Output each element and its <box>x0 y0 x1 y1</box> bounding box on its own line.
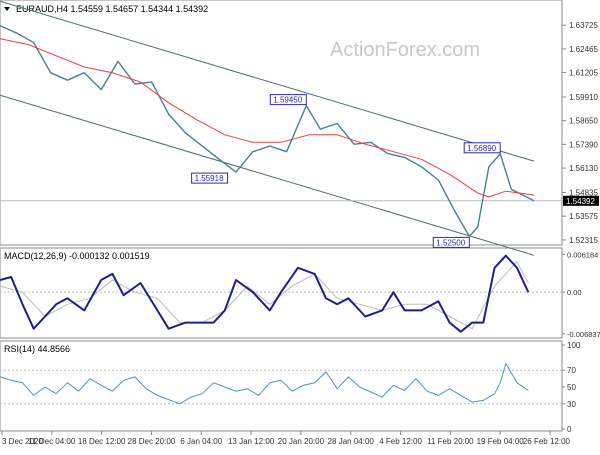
rsi-panel-frame <box>0 340 563 432</box>
price-y-tick-label: 1.63725 <box>569 21 598 30</box>
rsi-y-tick-label: 100 <box>567 341 581 350</box>
rsi-series <box>0 363 529 405</box>
macd-series <box>0 254 530 333</box>
x-tick-label: 19 Feb 04:00 <box>477 437 525 446</box>
price-y-tick-label: 1.54835 <box>569 188 598 197</box>
price-layer: 1.63725 1.62465 1.61205 1.59910 1.58650 1.573… <box>0 0 599 256</box>
price-y-tick-label: 1.56130 <box>569 164 598 173</box>
price-panel-frame <box>0 0 563 246</box>
rsi-title: RSI(14) 44.8566 <box>4 344 70 354</box>
macd-signal-series <box>0 261 529 330</box>
x-tick-label: 3 Dec 2020 <box>2 437 43 446</box>
x-tick-label: 13 Jan 12:00 <box>228 437 275 446</box>
channel-upper-line <box>0 0 535 162</box>
rsi-y-tick-label: 0 <box>567 425 572 434</box>
x-tick-label: 18 Dec 12:00 <box>78 437 126 446</box>
price-y-tick-label: 1.58650 <box>569 117 598 126</box>
price-chart-title: EURAUD,H4 1.54559 1.54657 1.54344 1.5439… <box>16 4 208 14</box>
price-annotation-label: 1.59450 <box>273 96 302 105</box>
macd-panel-frame <box>0 247 563 339</box>
price-y-tick-label: 1.59910 <box>569 93 598 102</box>
price-y-tick-label: 1.62465 <box>569 45 598 54</box>
channel-lower-line <box>0 94 535 256</box>
x-tick-label: 28 Jan 04:00 <box>328 437 375 446</box>
x-tick-label: 11 Dec 04:00 <box>28 437 76 446</box>
dropdown-triangle-icon[interactable] <box>4 7 10 11</box>
macd-y-tick-label: 0.006184 <box>567 251 598 260</box>
rsi-y-tick-label: 50 <box>567 383 576 392</box>
watermark: ActionForex.com <box>330 39 480 61</box>
rsi-layer: 100 70 50 30 0 <box>0 341 581 434</box>
x-tick-label: 20 Jan 20:00 <box>278 437 325 446</box>
price-annotation-label: 1.52500 <box>436 238 465 247</box>
x-tick-label: 28 Dec 20:00 <box>128 437 176 446</box>
price-y-tick-label: 1.57390 <box>569 140 598 149</box>
macd-y-tick-label: -0.006837 <box>567 330 600 339</box>
price-annotation-box <box>191 172 229 184</box>
moving-average-series <box>0 38 534 198</box>
price-annotation-label: 1.56890 <box>467 144 496 153</box>
current-price-box <box>563 195 599 206</box>
price-y-tick-label: 1.52315 <box>569 236 598 245</box>
rsi-y-tick-label: 70 <box>567 366 576 375</box>
price-annotation-box <box>432 236 470 248</box>
price-annotation-box <box>463 142 501 154</box>
macd-layer: 0.006184 0.00 -0.006837 <box>0 251 600 339</box>
price-annotation-box <box>269 94 307 106</box>
macd-title: MACD(12,26,9) -0.000132 0.001519 <box>4 251 150 261</box>
price-y-tick-label: 1.53575 <box>569 212 598 221</box>
x-tick-label: 11 Feb 20:00 <box>427 437 474 446</box>
price-annotation-label: 1.55918 <box>195 174 224 183</box>
x-tick-label: 26 Feb 12:00 <box>523 437 571 446</box>
rsi-y-tick-label: 30 <box>567 400 576 409</box>
macd-y-tick-label: 0.00 <box>567 288 582 297</box>
price-series <box>0 24 535 238</box>
x-tick-label: 6 Jan 04:00 <box>180 437 222 446</box>
price-y-tick-label: 1.61205 <box>569 69 598 78</box>
x-tick-label: 4 Feb 12:00 <box>379 437 422 446</box>
current-price-label: 1.54392 <box>566 197 595 206</box>
